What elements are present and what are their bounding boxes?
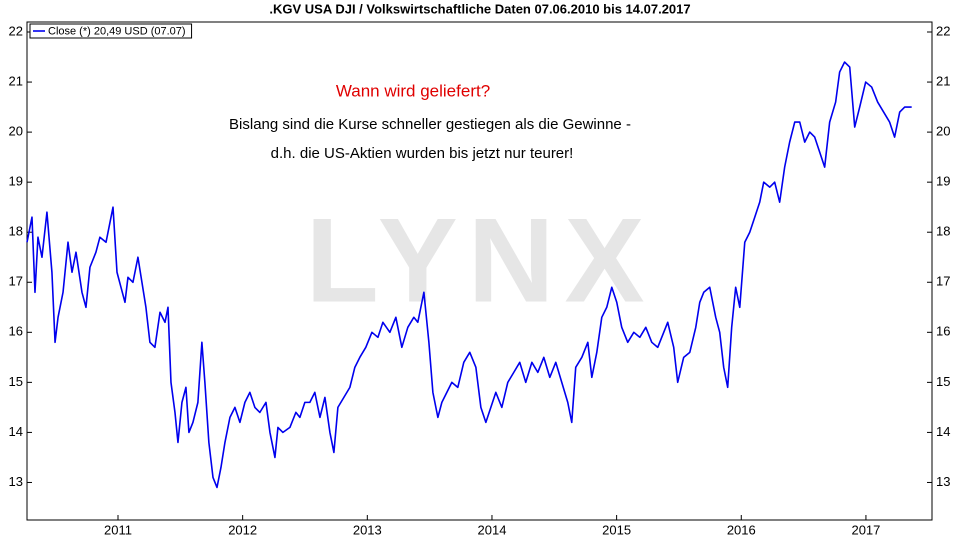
- y-tick-label: 19: [936, 174, 950, 189]
- y-tick-label: 16: [9, 324, 23, 339]
- legend-label: Close (*) 20,49 USD (07.07): [48, 25, 186, 37]
- line-series: [26, 61, 912, 489]
- y-tick-label: 22: [936, 23, 950, 38]
- y-tick-label: 13: [9, 474, 23, 489]
- y-tick-label: 13: [936, 474, 950, 489]
- plot-frame: [26, 21, 933, 521]
- y-tick-label: 17: [9, 274, 23, 289]
- chart-title: .KGV USA DJI / Volkswirtschaftliche Date…: [269, 1, 690, 16]
- x-tick-label: 2017: [851, 522, 880, 537]
- annotation: Wann wird geliefert?: [336, 81, 490, 100]
- y-tick-label: 14: [9, 424, 23, 439]
- y-tick-label: 20: [936, 124, 950, 139]
- y-tick-label: 21: [936, 73, 950, 88]
- watermark: LYNX: [305, 194, 654, 328]
- x-tick-label: 2014: [478, 522, 507, 537]
- annotation: d.h. die US-Aktien wurden bis jetzt nur …: [271, 145, 574, 162]
- y-tick-label: 17: [936, 274, 950, 289]
- y-tick-label: 21: [9, 73, 23, 88]
- y-tick-label: 15: [9, 374, 23, 389]
- x-tick-label: 2012: [228, 522, 257, 537]
- y-tick-label: 18: [9, 224, 23, 239]
- x-tick-label: 2013: [353, 522, 382, 537]
- y-tick-label: 15: [936, 374, 950, 389]
- y-tick-label: 14: [936, 424, 950, 439]
- y-tick-label: 19: [9, 174, 23, 189]
- y-tick-label: 18: [936, 224, 950, 239]
- x-tick-label: 2015: [602, 522, 631, 537]
- x-tick-label: 2011: [104, 522, 132, 537]
- annotation: Bislang sind die Kurse schneller gestieg…: [229, 116, 631, 133]
- y-tick-label: 22: [9, 23, 23, 38]
- y-tick-label: 20: [9, 124, 23, 139]
- legend-box: [29, 23, 193, 39]
- x-tick-label: 2016: [727, 522, 756, 537]
- y-tick-label: 16: [936, 324, 950, 339]
